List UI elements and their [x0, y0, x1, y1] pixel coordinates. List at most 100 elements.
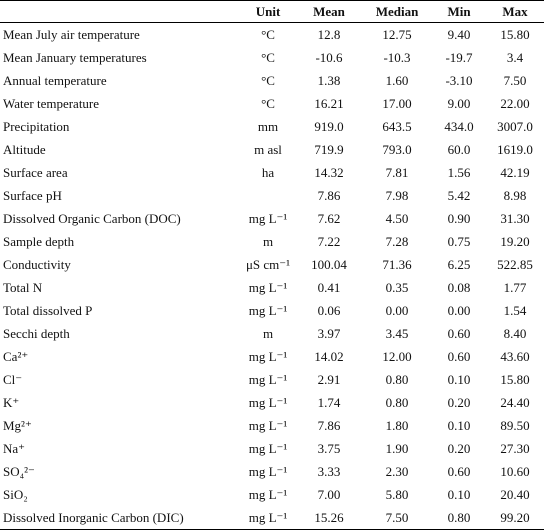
cell: ha [261, 164, 275, 180]
cell: 19.20 [500, 233, 530, 249]
table-row: Surface pH 7.86 7.98 5.42 8.98 [0, 184, 544, 207]
column-header: Unit [255, 3, 281, 19]
cell: 3.4 [506, 49, 524, 65]
cell: 15.26 [314, 509, 344, 525]
cell: 7.00 [317, 486, 341, 502]
cell: 1.90 [385, 440, 409, 456]
cell: 0.00 [385, 302, 409, 318]
row-label: Dissolved Organic Carbon (DOC) [3, 210, 181, 226]
cell: 0.60 [447, 348, 471, 364]
cell: 5.42 [447, 187, 471, 203]
cell: mg L⁻¹ [248, 463, 288, 479]
cell: 1.74 [317, 394, 341, 410]
cell: 0.06 [317, 302, 341, 318]
table-row: Precipitation mm 919.0 643.5 434.0 3007.0 [0, 115, 544, 138]
cell: 1.38 [317, 72, 341, 88]
cell: 1619.0 [497, 141, 533, 157]
cell: 100.04 [311, 256, 347, 272]
table-row: Sample depth m 7.22 7.28 0.75 19.20 [0, 230, 544, 253]
row-label: Mg²⁺ [3, 417, 32, 433]
cell: 89.50 [500, 417, 530, 433]
table-row: SiO₂ mg L⁻¹ 7.00 5.80 0.10 20.40 [0, 483, 544, 506]
table-row: Altitude m asl 719.9 793.0 60.0 1619.0 [0, 138, 544, 161]
cell: 7.50 [503, 72, 527, 88]
cell: m [262, 325, 274, 341]
row-label: Surface area [3, 164, 68, 180]
row-label: Annual temperature [3, 72, 107, 88]
cell: 5.80 [385, 486, 409, 502]
cell: 15.80 [500, 26, 530, 42]
cell: 0.08 [447, 279, 471, 295]
row-label: Secchi depth [3, 325, 70, 341]
row-label: Cl⁻ [3, 371, 23, 387]
cell: 12.00 [382, 348, 412, 364]
cell: 20.40 [500, 486, 530, 502]
table-row: Secchi depth m 3.97 3.45 0.60 8.40 [0, 322, 544, 345]
cell: 16.21 [314, 95, 344, 111]
cell: 3.97 [317, 325, 341, 341]
cell: mg L⁻¹ [248, 509, 288, 525]
cell: 12.75 [382, 26, 412, 42]
cell: 7.86 [317, 187, 341, 203]
table-row: Dissolved Inorganic Carbon (DIC) mg L⁻¹ 15… [0, 506, 544, 530]
cell: 4.50 [385, 210, 409, 226]
cell: 7.62 [317, 210, 341, 226]
cell: 0.00 [447, 302, 471, 318]
row-label: Ca²⁺ [3, 348, 29, 364]
cell: m asl [254, 141, 282, 157]
column-header: Min [447, 3, 471, 19]
cell: 7.50 [385, 509, 409, 525]
cell: 919.0 [314, 118, 344, 134]
cell: 0.90 [447, 210, 471, 226]
row-label: Dissolved Inorganic Carbon (DIC) [3, 509, 184, 525]
cell: mg L⁻¹ [248, 371, 288, 387]
cell: mg L⁻¹ [248, 394, 288, 410]
cell: mg L⁻¹ [248, 279, 288, 295]
cell: 2.91 [317, 371, 341, 387]
row-label: SiO₂ [3, 486, 28, 502]
table-row: K⁺ mg L⁻¹ 1.74 0.80 0.20 24.40 [0, 391, 544, 414]
cell: 0.10 [447, 371, 471, 387]
table-row: Annual temperature °C 1.38 1.60 -3.10 7.50 [0, 69, 544, 92]
cell: mm [257, 118, 279, 134]
cell: 0.10 [447, 486, 471, 502]
cell: 9.40 [447, 26, 471, 42]
cell: -3.10 [445, 72, 473, 88]
cell: 0.20 [447, 440, 471, 456]
cell: 1.54 [503, 302, 527, 318]
cell: 0.60 [447, 325, 471, 341]
row-label: Mean July air temperature [3, 26, 140, 42]
cell: 7.98 [385, 187, 409, 203]
cell: °C [261, 26, 275, 42]
cell: 7.86 [317, 417, 341, 433]
cell: mg L⁻¹ [248, 417, 288, 433]
cell: mg L⁻¹ [248, 486, 288, 502]
cell: 0.75 [447, 233, 471, 249]
cell: 0.35 [385, 279, 409, 295]
cell: 14.02 [314, 348, 344, 364]
cell: 434.0 [444, 118, 474, 134]
header-row: Unit Mean Median Min Max [0, 0, 544, 23]
table-row: Total dissolved P mg L⁻¹ 0.06 0.00 0.00 1.54 [0, 299, 544, 322]
row-label: Total dissolved P [3, 302, 93, 318]
cell: 15.80 [500, 371, 530, 387]
row-label: Surface pH [3, 187, 62, 203]
cell: 3.75 [317, 440, 341, 456]
table-row: Cl⁻ mg L⁻¹ 2.91 0.80 0.10 15.80 [0, 368, 544, 391]
table-row: Water temperature °C 16.21 17.00 9.00 22.00 [0, 92, 544, 115]
cell: °C [261, 72, 275, 88]
cell: μS cm⁻¹ [245, 256, 291, 272]
cell: 0.20 [447, 394, 471, 410]
table-row: Ca²⁺ mg L⁻¹ 14.02 12.00 0.60 43.60 [0, 345, 544, 368]
cell: 9.00 [447, 95, 471, 111]
cell: mg L⁻¹ [248, 210, 288, 226]
cell: 17.00 [382, 95, 412, 111]
table-row: Mean January temperatures °C -10.6 -10.3 -19… [0, 46, 544, 69]
cell: 10.60 [500, 463, 530, 479]
cell: 0.41 [317, 279, 341, 295]
row-label: Altitude [3, 141, 46, 157]
column-header: Median [375, 3, 419, 19]
table-row: Total N mg L⁻¹ 0.41 0.35 0.08 1.77 [0, 276, 544, 299]
cell: 71.36 [382, 256, 412, 272]
